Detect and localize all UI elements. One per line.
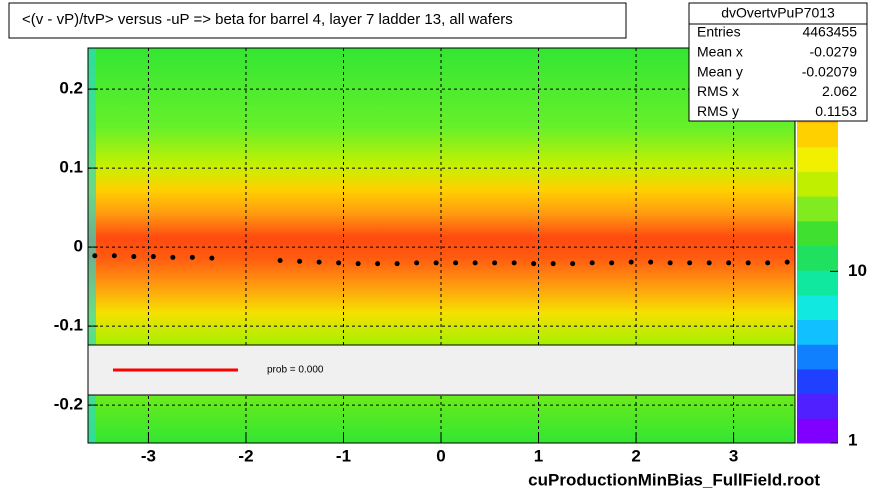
x-tick-label: -2 — [238, 446, 253, 465]
y-tick-label: 0.1 — [59, 158, 83, 177]
fit-legend-label: prob = 0.000 — [267, 365, 324, 376]
profile-point — [336, 260, 342, 266]
profile-point — [414, 260, 420, 266]
profile-point — [209, 255, 215, 261]
x-tick-label: 0 — [436, 446, 445, 465]
profile-point — [316, 259, 322, 265]
profile-point — [472, 260, 478, 266]
x-tick-label: 1 — [534, 446, 543, 465]
profile-point — [355, 261, 361, 267]
palette-cell — [797, 196, 838, 222]
profile-point — [706, 260, 712, 266]
profile-point — [570, 261, 576, 267]
y-tick-label: -0.1 — [54, 316, 83, 335]
palette-cell — [797, 220, 838, 246]
heatmap-edge — [88, 48, 96, 443]
stats-value: 2.062 — [822, 83, 857, 99]
profile-point — [765, 260, 771, 266]
profile-point — [492, 260, 498, 266]
stats-label: RMS y — [697, 103, 739, 119]
profile-point — [550, 261, 556, 267]
palette-cell — [797, 294, 838, 321]
profile-point — [297, 258, 303, 264]
stats-box — [688, 2, 868, 122]
stats-value: 0.1153 — [815, 103, 857, 119]
profile-point — [170, 254, 176, 260]
stats-title: dvOvertvPuP7013 — [721, 5, 835, 21]
palette-cell — [797, 171, 838, 197]
palette-cell — [797, 270, 838, 296]
profile-point — [433, 260, 439, 266]
profile-point — [589, 260, 595, 266]
profile-point — [394, 261, 400, 267]
profile-point — [131, 254, 137, 260]
profile-point — [277, 258, 283, 264]
title-box — [8, 2, 627, 39]
palette-cell — [797, 146, 838, 172]
profile-point — [648, 259, 654, 265]
stats-label: Mean x — [697, 44, 743, 60]
stats-value: 4463455 — [802, 24, 857, 40]
chart-title: <(v - vP)/tvP> versus -uP => beta for ba… — [22, 11, 513, 28]
profile-point — [92, 253, 98, 259]
z-tick-label: 1 — [848, 430, 857, 449]
profile-point — [726, 260, 732, 266]
stats-label: RMS x — [697, 83, 739, 99]
profile-point — [745, 260, 751, 266]
profile-point — [453, 260, 459, 266]
palette-cell — [797, 368, 838, 395]
profile-point — [111, 253, 117, 259]
z-tick-label: 10 — [848, 261, 867, 280]
stats-value: -0.0279 — [810, 44, 858, 60]
stats-value: -0.02079 — [802, 63, 857, 79]
x-tick-label: -3 — [141, 446, 156, 465]
palette-cell — [797, 418, 838, 444]
profile-point — [628, 259, 634, 265]
palette-cell — [797, 319, 838, 345]
x-tick-label: -1 — [336, 446, 351, 465]
profile-point — [667, 260, 673, 266]
x-tick-label: 3 — [729, 446, 738, 465]
stats-label: Mean y — [697, 63, 743, 79]
palette-cell — [797, 245, 838, 271]
palette-cell — [797, 344, 838, 370]
x-tick-label: 2 — [631, 446, 640, 465]
profile-point — [609, 260, 615, 266]
y-tick-label: -0.2 — [54, 395, 83, 414]
profile-point — [687, 260, 693, 266]
profile-point — [189, 254, 195, 260]
profile-point — [531, 261, 537, 267]
profile-point — [375, 261, 381, 267]
footer: cuProductionMinBias_FullField.root — [528, 470, 820, 489]
profile-point — [511, 260, 517, 266]
y-tick-label: 0.2 — [59, 79, 83, 98]
profile-point — [150, 254, 156, 260]
profile-point — [784, 259, 790, 265]
stats-label: Entries — [697, 24, 741, 40]
palette-cell — [797, 122, 838, 148]
y-tick-label: 0 — [74, 237, 83, 256]
palette-cell — [797, 393, 838, 419]
